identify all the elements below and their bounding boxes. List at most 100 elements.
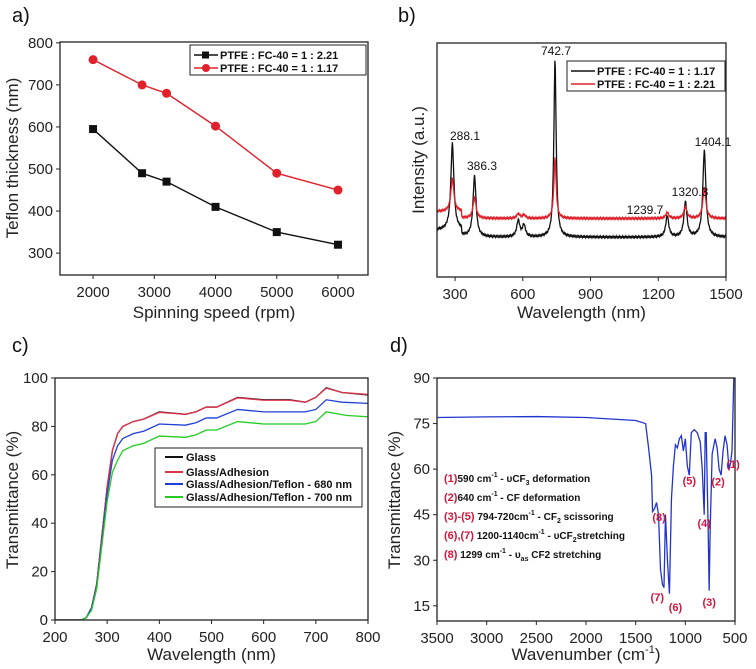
legend-marker: [202, 51, 209, 59]
x-tick-label: 1500: [619, 630, 652, 647]
x-tick-label: 500: [722, 630, 747, 647]
y-tick-label: 800: [28, 35, 53, 52]
assignment-text: - CF: [535, 512, 557, 523]
y-tick-label: 0: [40, 612, 48, 629]
series-line: [55, 411, 368, 620]
y-tick-label: 75: [413, 416, 430, 433]
assignment-text: CF2 stretching: [528, 550, 601, 561]
series-line: [92, 59, 339, 191]
y-tick-label: 80: [31, 418, 48, 435]
assignment-text: - CF deformation: [498, 493, 581, 504]
x-tick-label: 2000: [569, 630, 602, 647]
assignment-text: scissoring: [561, 512, 614, 523]
x-tick-label: 2500: [520, 630, 553, 647]
legend-label: Glass/Adhesion/Teflon - 680 nm: [186, 479, 352, 491]
y-tick-label: 45: [413, 507, 430, 524]
x-axis-title-text: Wavenumber (cm: [512, 645, 646, 664]
y-tick-label: 300: [28, 245, 53, 262]
assignment-text: - υCF: [498, 474, 526, 485]
x-axis-title-sup: -1: [645, 644, 655, 656]
x-tick-label: 3500: [420, 630, 453, 647]
assignment-legend-item: (6),(7) 1200-1140cm-1 - υCF2stretching: [444, 529, 625, 544]
y-tick-label: 600: [28, 119, 53, 136]
plot-area: [437, 378, 735, 594]
assignment-text: -1: [491, 472, 497, 479]
y-axis-title: Transmittance (%): [385, 431, 404, 569]
x-tick-label: 1500: [709, 286, 742, 303]
peak-annotation: (7): [651, 592, 665, 604]
assignment-text: 640 cm: [457, 493, 491, 504]
y-tick-label: 60: [31, 467, 48, 484]
legend-label: Glass: [186, 452, 216, 464]
assignment-text: -1: [500, 548, 506, 555]
x-tick-label: 2000: [76, 284, 109, 301]
assignment-text: 590 cm: [457, 474, 491, 485]
legend-label: PTFE : FC-40 = 1 : 1.17: [597, 66, 715, 78]
x-tick-label: 400: [147, 629, 172, 646]
legend-box: [189, 44, 367, 76]
assignment-number: (2): [444, 492, 458, 504]
x-tick-label: 600: [251, 629, 276, 646]
plot-frame: [436, 377, 736, 622]
y-axis-title: Intensity (a.u.): [409, 106, 428, 214]
legend-box: [566, 60, 726, 92]
assignment-text: - υ: [506, 550, 521, 561]
x-tick-label: 1000: [669, 630, 702, 647]
plot-area: [437, 60, 726, 240]
y-tick-label: 500: [28, 161, 53, 178]
assignment-text: - υCF: [545, 531, 573, 542]
y-axis-title: Transmittance (%): [3, 431, 22, 569]
x-tick-label: 800: [355, 629, 380, 646]
assignment-number: (6),(7): [444, 530, 474, 542]
x-axis-title-end: ): [655, 645, 661, 664]
peak-annotation: (1): [726, 459, 740, 471]
x-tick-label: 700: [303, 629, 328, 646]
peak-annotation: (2): [711, 476, 725, 488]
x-tick-label: 200: [42, 629, 67, 646]
x-tick-label: 300: [95, 629, 120, 646]
assignment-legend-item: (8) 1299 cm-1 - υas CF2 stretching: [444, 548, 601, 563]
assignment-text: 2: [573, 537, 577, 544]
peak-label: 386.3: [467, 159, 497, 173]
x-axis-title: Wavelength (nm): [517, 303, 646, 322]
y-tick-label: 100: [23, 370, 48, 387]
x-tick-label: 3000: [138, 284, 171, 301]
peak-annotation: (5): [683, 475, 697, 487]
y-tick-label: 40: [31, 515, 48, 532]
assignment-legend-item: (2)640 cm-1 - CF deformation: [444, 491, 580, 504]
assignment-text: 1200-1140cm: [474, 531, 539, 542]
assignment-number: (8): [444, 549, 458, 561]
x-tick-label: 5000: [260, 284, 293, 301]
y-tick-label: 60: [413, 461, 430, 478]
y-tick-label: 20: [31, 564, 48, 581]
assignment-legend-item: (3)-(5) 794-720cm-1 - CF2 scissoring: [444, 510, 614, 525]
panel-label: a): [12, 5, 30, 27]
plot-frame: [436, 42, 727, 278]
peak-annotation: (4): [697, 518, 711, 530]
x-axis-title: Wavenumber (cm-1): [512, 644, 661, 664]
panel-label: b): [398, 5, 416, 27]
plot-area: [55, 386, 368, 620]
legend-label: Glass/Adhesion/Teflon - 700 nm: [186, 492, 352, 504]
y-tick-label: 400: [28, 203, 53, 220]
assignment-text: as: [521, 556, 529, 563]
x-tick-label: 6000: [321, 284, 354, 301]
x-tick-label: 600: [510, 286, 535, 303]
series-line: [437, 60, 726, 240]
y-tick-label: 30: [413, 552, 430, 569]
x-axis-title: Spinning speed (rpm): [133, 303, 296, 322]
series-line: [437, 157, 726, 222]
y-tick-label: 15: [413, 598, 430, 615]
assignment-number: (3)-(5): [444, 511, 475, 523]
assignment-text: 3: [526, 480, 530, 487]
assignment-text: -1: [491, 491, 497, 498]
peak-label: 288.1: [450, 129, 480, 143]
plot-frame: [54, 377, 369, 621]
x-tick-label: 900: [578, 286, 603, 303]
series-line: [92, 128, 339, 246]
assignment-legend-item: (1)590 cm-1 - υCF3 deformation: [444, 472, 590, 487]
x-tick-label: 300: [443, 286, 468, 303]
legend-label: PTFE : FC-40 = 1 : 2.21: [597, 79, 715, 91]
x-tick-label: 1200: [642, 286, 675, 303]
